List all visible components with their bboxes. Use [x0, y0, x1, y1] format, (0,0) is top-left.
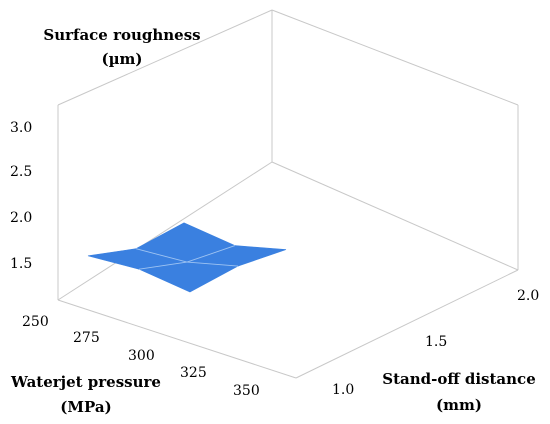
surface-mesh-line [186, 261, 239, 267]
box-edge-back-left [57, 9, 273, 106]
y-axis-label-line2: (mm) [436, 396, 482, 414]
x-tick-label: 250 [22, 314, 49, 330]
y-tick-label: 1.5 [425, 334, 447, 350]
x-axis-label-line2: (MPa) [60, 398, 111, 416]
x-tick-label: 325 [180, 365, 207, 381]
z-axis-label-line1: Surface roughness [43, 26, 200, 44]
box-edge-front-right [295, 269, 519, 379]
z-tick-label: 3.0 [10, 120, 32, 136]
surface-mesh-line [138, 261, 188, 270]
z-tick-label: 2.5 [10, 164, 32, 180]
x-axis-label-line1: Waterjet pressure [10, 373, 161, 391]
surface-mesh-line [186, 245, 236, 263]
surface-mesh-line [135, 248, 188, 263]
x-tick-label: 275 [73, 330, 100, 346]
response-surface [87, 222, 287, 293]
z-axis-label-line2: (µm) [101, 50, 142, 68]
box-edge-back-right [271, 9, 519, 106]
box-edge-front-left [57, 299, 297, 379]
x-tick-label: 350 [233, 383, 260, 399]
y-axis-label-line1: Stand-off distance [382, 370, 536, 388]
box-edge-floor-left [57, 161, 273, 301]
z-tick-label: 2.0 [10, 210, 32, 226]
plot-box [57, 9, 519, 379]
x-tick-label: 300 [128, 348, 155, 364]
box-edge-floor-right [271, 161, 519, 271]
y-tick-label: 1.0 [332, 382, 354, 398]
z-tick-label: 1.5 [10, 256, 32, 272]
y-tick-label: 2.0 [517, 288, 539, 304]
